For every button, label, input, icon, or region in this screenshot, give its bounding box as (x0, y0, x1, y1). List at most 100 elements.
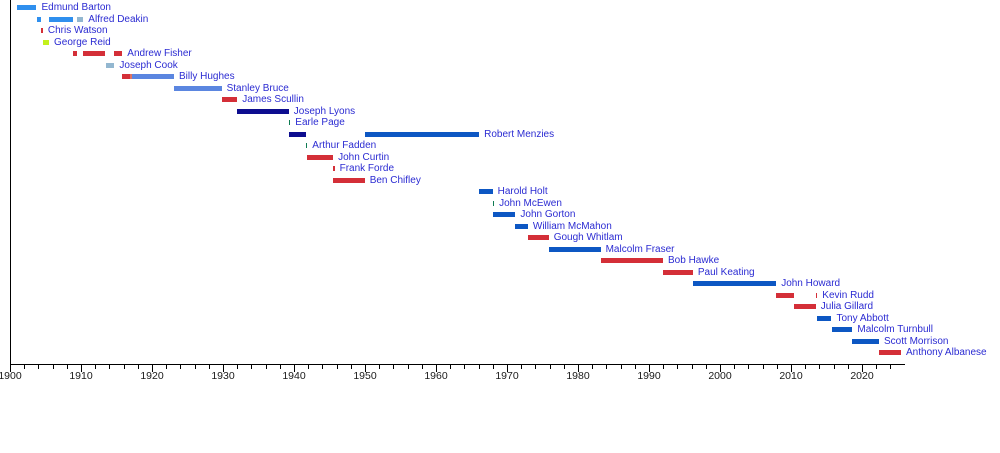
axis-minor-tick (478, 365, 480, 369)
pm-label: John Curtin (338, 151, 390, 163)
pm-bar-segment (852, 338, 879, 344)
y-axis-line (10, 0, 11, 364)
axis-minor-tick (237, 365, 239, 369)
axis-minor-tick (833, 365, 835, 369)
axis-minor-tick (620, 365, 622, 369)
pm-bar-segment (364, 131, 480, 137)
pm-label: Anthony Albanese (906, 347, 987, 358)
pm-label: Joseph Cook (119, 59, 178, 71)
pm-bar-segment (333, 166, 335, 171)
axis-minor-tick (166, 365, 168, 369)
pm-label: Stanley Bruce (226, 82, 289, 94)
axis-minor-tick (24, 365, 26, 369)
axis-tick-label: 1990 (637, 370, 661, 382)
pm-bar-segment (794, 304, 816, 309)
axis-minor-tick (194, 365, 196, 369)
pm-bar-segment (879, 350, 901, 355)
pm-bar-segment (692, 281, 777, 286)
axis-major-tick (791, 365, 792, 372)
axis-minor-tick (38, 365, 40, 369)
pm-label: Joseph Lyons (293, 105, 356, 117)
axis-major-tick (365, 365, 366, 372)
pm-bar-segment (221, 97, 238, 102)
axis-minor-tick (308, 365, 310, 369)
pm-label: Tony Abbott (836, 312, 889, 324)
pm-label: Julia Gillard (820, 301, 874, 312)
axis-tick-label: 1970 (495, 370, 519, 382)
pm-bar-segment (492, 200, 495, 206)
axis-minor-tick (137, 365, 139, 369)
axis-tick-label: 1900 (0, 370, 22, 382)
axis-major-tick (649, 365, 650, 372)
pm-bar-segment (305, 143, 308, 148)
axis-tick-label: 1910 (69, 370, 93, 382)
axis-minor-tick (847, 365, 849, 369)
pm-label: Ben Chifley (369, 174, 421, 186)
pm-bar-segment (17, 5, 37, 10)
axis-minor-tick (208, 365, 210, 369)
axis-minor-tick (876, 365, 878, 369)
pm-label: John Gorton (520, 209, 576, 220)
pm-bar-segment (817, 315, 832, 321)
pm-label: Andrew Fisher (127, 48, 192, 59)
axis-major-tick (862, 365, 863, 372)
axis-minor-tick (535, 365, 537, 369)
party-legend: Political parties: Liberal Protectionist… (0, 392, 1000, 453)
pm-bar-segment (333, 177, 365, 183)
axis-major-tick (10, 365, 11, 372)
pm-label: John Howard (781, 278, 841, 289)
axis-minor-tick (890, 365, 892, 369)
pm-label: Arthur Fadden (312, 140, 377, 151)
pm-bar-segment (548, 246, 601, 252)
axis-minor-tick (279, 365, 281, 369)
pm-bar-segment (83, 51, 106, 56)
axis-minor-tick (521, 365, 523, 369)
pm-label: Alfred Deakin (88, 13, 149, 25)
pm-bar-segment (493, 212, 516, 217)
pm-bar-segment (174, 85, 222, 91)
axis-minor-tick (691, 365, 693, 369)
axis-minor-tick (563, 365, 565, 369)
axis-major-tick (294, 365, 295, 372)
axis-major-tick (720, 365, 721, 372)
pm-label: Malcolm Turnbull (857, 324, 933, 335)
pm-label: Harold Holt (497, 186, 548, 197)
pm-bar-segment (776, 292, 795, 298)
pm-bar-segment (105, 62, 115, 68)
axis-minor-tick (52, 365, 54, 369)
axis-minor-tick (819, 365, 821, 369)
pm-bar-segment (73, 51, 77, 56)
pm-label: Bob Hawke (668, 255, 720, 266)
pm-bar-segment (49, 16, 73, 22)
axis-minor-tick (705, 365, 707, 369)
axis-minor-tick (762, 365, 764, 369)
pm-label: Chris Watson (47, 25, 108, 36)
axis-major-tick (507, 365, 508, 372)
axis-tick-label: 2000 (708, 370, 732, 382)
pm-bar-segment (288, 120, 291, 125)
axis-minor-tick (95, 365, 97, 369)
axis-minor-tick (251, 365, 253, 369)
pm-bar-segment (237, 108, 289, 114)
pm-label: Gough Whitlam (553, 232, 623, 243)
axis-tick-label: 2010 (779, 370, 803, 382)
axis-major-tick (223, 365, 224, 372)
pm-label: Kevin Rudd (822, 289, 874, 301)
axis-minor-tick (592, 365, 594, 369)
axis-minor-tick (464, 365, 466, 369)
axis-minor-tick (393, 365, 395, 369)
axis-tick-label: 1930 (211, 370, 235, 382)
axis-major-tick (436, 365, 437, 372)
pm-bar-segment (40, 28, 43, 33)
pm-label: Billy Hughes (179, 71, 235, 82)
pm-label: Frank Forde (339, 163, 395, 174)
pm-label: Paul Keating (697, 266, 755, 278)
axis-minor-tick (805, 365, 807, 369)
pm-label: James Scullin (242, 94, 304, 105)
pm-bar-segment (515, 223, 528, 229)
pm-bar-segment (663, 269, 693, 275)
pm-label: Earle Page (295, 117, 345, 128)
pm-bar-segment (479, 189, 493, 194)
axis-minor-tick (663, 365, 665, 369)
